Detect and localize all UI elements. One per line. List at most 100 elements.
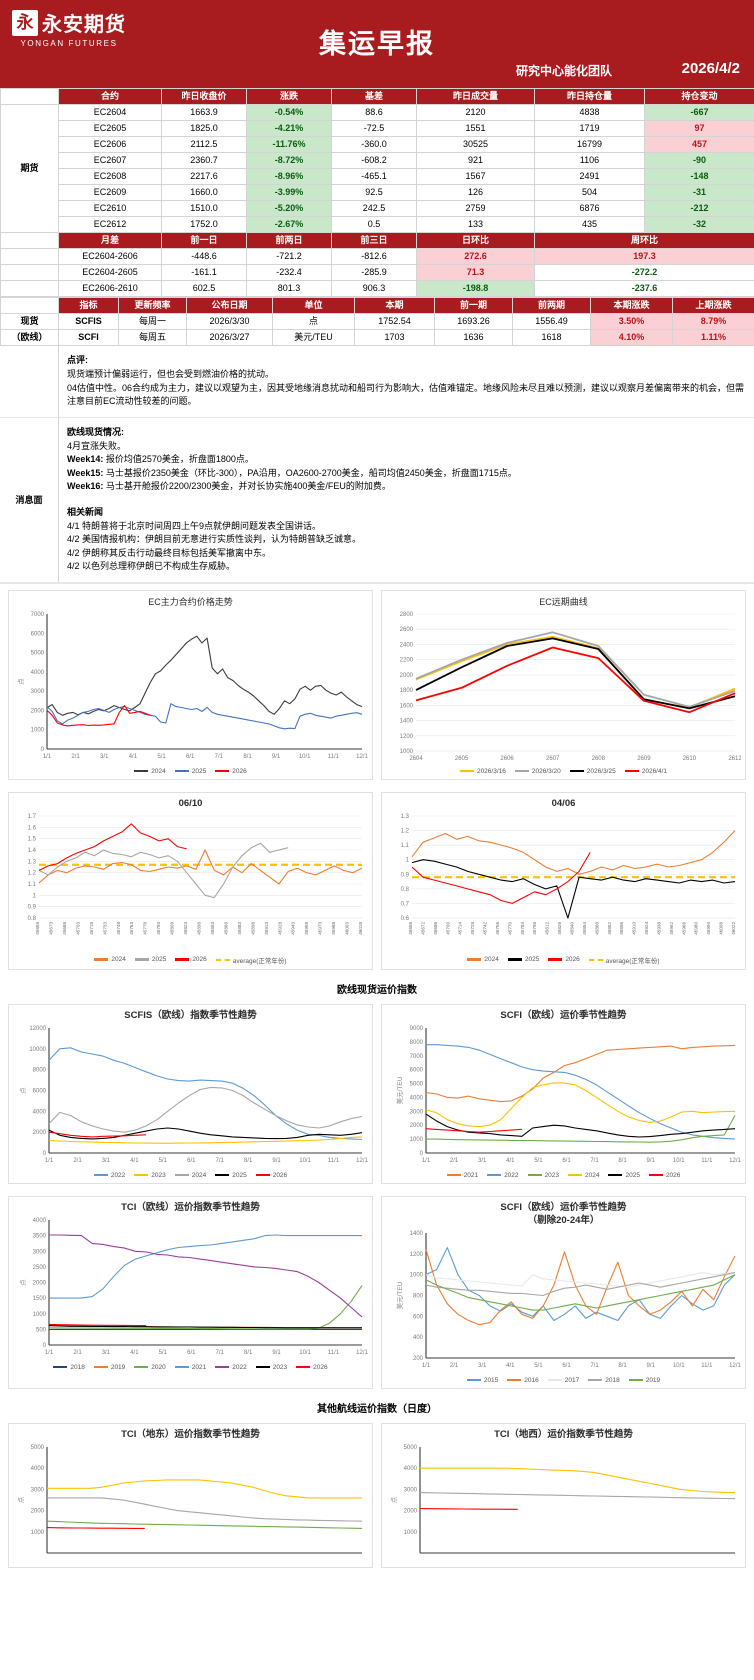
legend-swatch [134,1173,149,1177]
svg-text:1: 1 [406,857,410,863]
cell-chg-prev: 1.11% [672,329,754,346]
svg-text:0.9: 0.9 [401,872,410,878]
table-row: EC2609 1660.0 -3.99% 92.5 126 504 -31 [1,184,754,201]
chart-title: TCI（地西）运价指数季节性趋势 [494,1428,633,1440]
cell-volume: 2759 [416,200,535,217]
legend-item: 2024 [134,768,166,775]
svg-text:45770: 45770 [507,921,512,934]
svg-text:点: 点 [17,677,25,684]
svg-text:1: 1 [33,893,37,899]
legend-swatch [608,1173,623,1177]
related-news-line: 4/2 伊朗称其反击行动最终目标包括美军撤离中东。 [67,547,272,558]
svg-text:10/1: 10/1 [673,1158,685,1164]
spot-table: 指标 更新频率 公布日期 单位 本期 前一期 前两期 本期涨跌 上期涨跌 现货 … [0,297,754,346]
legend-item: 2015 [466,1376,499,1384]
svg-text:4000: 4000 [31,669,45,675]
svg-text:2000: 2000 [31,708,45,714]
legend-label: 2024 [484,956,499,963]
table-row: EC2608 2217.6 -8.96% -465.1 1567 2491 -1… [1,168,754,185]
svg-text:45700: 45700 [445,921,450,934]
chart-scfis-seasonal: SCFIS（欧线）指数季节性趋势 0 2000 4000 6000 8000 10000 1… [8,1003,373,1184]
chart-scfi-seasonal: SCFI（欧线）运价季节性趋势 0 1000 2000 3000 4000 5000 600… [381,1003,746,1184]
svg-text:45703: 45703 [75,921,80,934]
cell-contract: EC2610 [58,200,162,217]
cell-unit: 美元/TEU [272,329,355,346]
col-d3: 前三日 [331,232,417,249]
legend-swatch [514,769,529,773]
legend-swatch [548,958,563,961]
svg-text:4000: 4000 [33,1218,47,1224]
spot-news-line: Week15: 马士基报价2350美金（环比-300），PA沿用，OA2600-… [67,467,746,481]
table-row: EC2604-2606 -448.6 -721.2 -812.6 272.6 1… [0,248,754,265]
svg-text:1.1: 1.1 [401,843,410,849]
svg-text:400: 400 [413,1335,424,1341]
cell-oi: 16799 [534,136,645,153]
legend-swatch [134,1365,149,1369]
svg-text:0.9: 0.9 [28,904,37,910]
cell-prev2: 1556.49 [512,313,591,330]
spot-news-title: 欧线现货情况: [67,426,124,437]
svg-text:4/1: 4/1 [506,1158,515,1164]
svg-text:2500: 2500 [33,1264,47,1270]
chart-plot-area: 0 1000 2000 3000 4000 5000 6000 7000 8000 9000 美元/… [386,1024,741,1169]
cell-volume: 30525 [416,136,535,153]
svg-text:45756: 45756 [495,921,500,934]
legend-swatch [467,958,482,961]
svg-text:1.2: 1.2 [401,828,410,834]
cell-contract: EC2608 [58,168,162,185]
chart-tci-seasonal: TCI（欧线）运价指数季节性趋势 0 500 1000 1500 2000 2500 300… [8,1195,373,1389]
svg-text:2400: 2400 [400,642,414,648]
legend-item: 2018 [588,1377,620,1384]
cell-publish-date: 2026/3/30 [186,313,273,330]
corner-cell [0,88,59,105]
cell-volume: 921 [416,152,535,169]
svg-text:8/1: 8/1 [244,1158,253,1164]
svg-text:1/1: 1/1 [45,1350,54,1356]
svg-text:2608: 2608 [592,756,606,762]
cell-oi-change: -32 [644,216,754,233]
cell-oi-change: -148 [644,168,754,185]
svg-text:8000: 8000 [33,1067,47,1073]
svg-text:0: 0 [43,1343,47,1349]
cell-volume: 1551 [416,120,535,137]
legend-swatch [255,1173,270,1177]
cell-unit: 点 [272,313,355,330]
chart-row-5: TCI（地东）运价指数季节性趋势 1000 2000 3000 4000 5000 点 T… [0,1417,754,1574]
cell-spread-name: EC2606-2610 [58,280,162,297]
legend-item: 2025 [134,955,166,965]
chart-title: SCFI（欧线）运价季节性趋势 [500,1009,627,1021]
legend-label: 2015 [483,1376,499,1384]
cell-basis: 92.5 [331,184,417,201]
chart-plot-area: 0 2000 4000 6000 8000 10000 12000 点 1/1 2/1 3/1 4/1… [13,1024,368,1169]
legend-label: 2022 [110,1171,126,1179]
chart-ratio-0406: 04/06 0.6 0.7 0.8 0.9 1 1.1 1.2 1.3 45658 45672 45… [381,791,746,970]
svg-text:8000: 8000 [410,1039,424,1045]
comment-block: 点评: 现货端预计偏弱运行，但也会受到燃油价格的扰动。 04估值中性。06合约成… [0,346,754,418]
cell-oi: 1719 [534,120,645,137]
spot-header-row: 指标 更新频率 公布日期 单位 本期 前一期 前两期 本期涨跌 上期涨跌 [0,297,754,314]
chart-plot-area: 1000 1200 1400 1600 1800 2000 2200 2400 2600 2800… [386,610,741,765]
legend-label: 2026 [565,956,580,963]
legend-item: 2026/3/16 [459,768,506,775]
legend-swatch [134,958,149,961]
cell-dod: -198.8 [416,280,535,297]
table-row: EC2604-2605 -161.1 -232.4 -285.9 71.3 -2… [0,264,754,281]
legend-item: 2017 [547,1377,579,1384]
legend-swatch [215,958,230,961]
svg-text:2/1: 2/1 [73,1350,82,1356]
svg-text:1500: 1500 [33,1296,47,1302]
svg-text:500: 500 [36,1327,47,1333]
legend-item: 2026 [215,768,247,775]
col-dod: 日环比 [416,232,535,249]
cell-chg-current: 3.50% [590,313,673,330]
svg-text:3000: 3000 [31,1487,45,1493]
svg-text:1400: 1400 [410,1231,424,1237]
spot-news-week: Week14: [67,454,104,464]
svg-text:3000: 3000 [404,1487,418,1493]
svg-text:8/1: 8/1 [618,1158,627,1164]
col-basis: 基差 [331,88,417,105]
cell-change: -2.67% [246,216,332,233]
cell-close: 2217.6 [161,168,247,185]
svg-text:8/1: 8/1 [243,754,252,760]
legend-label: 2025 [524,956,540,963]
